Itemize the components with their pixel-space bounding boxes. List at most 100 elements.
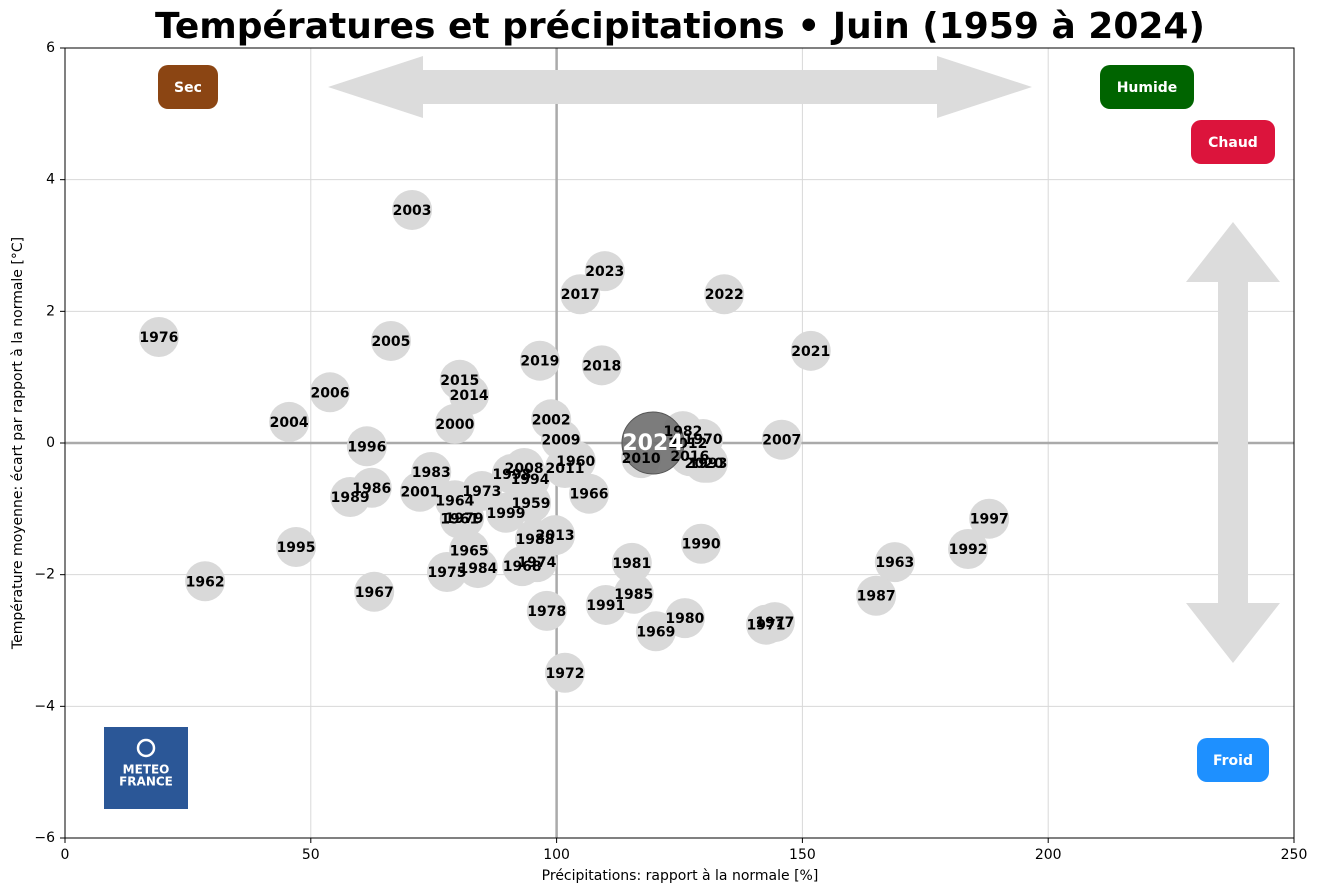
point-label: 1972 xyxy=(545,666,584,682)
point-label: 1980 xyxy=(665,611,704,627)
point xyxy=(635,611,676,652)
point xyxy=(681,523,722,564)
y-tick-label: −4 xyxy=(34,698,55,714)
annotation-text: Humide xyxy=(1117,80,1178,96)
point-label: 1997 xyxy=(970,512,1009,528)
logo-text: METEO xyxy=(123,763,170,777)
x-tick-label: 100 xyxy=(543,847,570,863)
point-label: 2020 xyxy=(685,456,724,472)
point-label: 1973 xyxy=(462,484,501,500)
y-tick-label: 0 xyxy=(46,435,55,451)
point xyxy=(399,471,440,512)
x-axis-label: Précipitations: rapport à la normale [%] xyxy=(542,868,819,884)
point-label: 1978 xyxy=(527,604,566,620)
y-tick-label: 6 xyxy=(46,40,55,56)
point-label: 1989 xyxy=(331,490,370,506)
point-label: 1998 xyxy=(492,467,531,483)
point xyxy=(544,652,585,693)
point-label: 2008 xyxy=(505,461,544,477)
annotation-box xyxy=(1100,65,1194,109)
grid: 0 50 100 150 200 250 −6 −4 −2 0 2 4 6 xyxy=(34,40,1307,863)
point-label: 1979 xyxy=(445,511,484,527)
point-label: 1963 xyxy=(875,555,914,571)
point xyxy=(948,528,989,569)
annotation-text: Chaud xyxy=(1208,135,1258,151)
x-tick-label: 200 xyxy=(1035,847,1062,863)
point-label: 1959 xyxy=(512,496,551,512)
point xyxy=(611,542,652,583)
point xyxy=(746,604,787,645)
point-label: 2023 xyxy=(585,264,624,280)
point-label: 2017 xyxy=(561,287,600,303)
point xyxy=(621,411,685,475)
point-label: 2021 xyxy=(791,344,830,360)
annotation-box xyxy=(158,65,218,109)
point-label: 1960 xyxy=(556,454,595,470)
point-label: 1977 xyxy=(755,615,794,631)
point-label: 2012 xyxy=(668,436,707,452)
point xyxy=(426,552,467,593)
point-label: 2007 xyxy=(762,433,801,449)
point xyxy=(354,571,395,612)
point xyxy=(585,584,626,625)
point xyxy=(688,442,729,483)
point-label: 1962 xyxy=(186,574,225,590)
x-tick-label: 250 xyxy=(1281,847,1308,863)
logo-icon xyxy=(136,738,156,758)
annotation-box xyxy=(1191,120,1275,164)
point xyxy=(485,492,526,533)
point-label: 2014 xyxy=(450,388,489,404)
point xyxy=(330,476,371,517)
point-label: 1985 xyxy=(614,587,653,603)
point-label: 1992 xyxy=(949,542,988,558)
y-tick-label: 4 xyxy=(46,172,55,188)
point-label: 1975 xyxy=(427,565,466,581)
point xyxy=(439,498,480,539)
point-label: 1965 xyxy=(450,543,489,559)
point-label: 1967 xyxy=(355,585,394,601)
point xyxy=(969,498,1010,539)
chart-title: Températures et précipitations • Juin (1… xyxy=(155,6,1205,47)
point-label: 2010 xyxy=(622,451,661,467)
logo-text: FRANCE xyxy=(119,775,173,789)
point xyxy=(790,330,831,371)
point xyxy=(526,590,567,631)
point xyxy=(519,340,560,381)
point xyxy=(560,274,601,315)
point-label: 1981 xyxy=(612,556,651,572)
point-label: 1990 xyxy=(682,537,721,553)
point-label: 1993 xyxy=(689,456,728,472)
point-label: 2003 xyxy=(393,203,432,219)
y-tick-label: −2 xyxy=(34,567,55,583)
point-label: 1987 xyxy=(857,589,896,605)
point-label: 1974 xyxy=(517,555,556,571)
annotation-text: Froid xyxy=(1213,753,1253,769)
x-tick-label: 150 xyxy=(789,847,816,863)
vertical-arrow xyxy=(1186,222,1280,663)
point-label: 1988 xyxy=(515,532,554,548)
point xyxy=(185,561,226,602)
point-label: 1970 xyxy=(684,432,723,448)
point-label: 1982 xyxy=(663,424,702,440)
point xyxy=(569,473,610,514)
point-label: 2009 xyxy=(542,433,581,449)
point-label: 1984 xyxy=(458,561,497,577)
point-label: 1994 xyxy=(511,472,550,488)
point xyxy=(276,527,317,568)
point-label: 1986 xyxy=(352,481,391,497)
x-tick-label: 0 xyxy=(61,847,70,863)
point-label: 1999 xyxy=(486,506,525,522)
point-label: 2006 xyxy=(310,385,349,401)
point-label: 1961 xyxy=(440,512,479,528)
point-label: 1969 xyxy=(636,624,675,640)
horizontal-arrow xyxy=(328,56,1032,118)
point xyxy=(434,403,475,444)
point-label: 2011 xyxy=(545,461,584,477)
point-label: 2000 xyxy=(435,417,474,433)
point xyxy=(856,575,897,616)
point-label: 2002 xyxy=(532,412,571,428)
point-label: 1966 xyxy=(570,487,609,503)
point xyxy=(581,345,622,386)
point-label: 2019 xyxy=(520,354,559,370)
